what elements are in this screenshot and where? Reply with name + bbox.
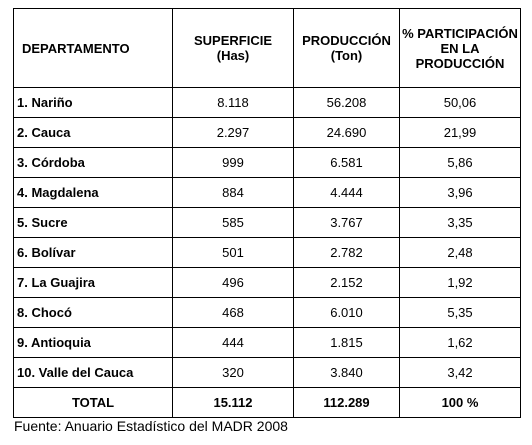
header-participacion-line-3: PRODUCCIÓN bbox=[415, 55, 505, 71]
table-header: DEPARTAMENTO SUPERFICIE (Has) PRODUCCIÓN… bbox=[13, 8, 521, 88]
header-superficie-line-1: SUPERFICIE bbox=[193, 33, 272, 48]
table-row: 7. La Guajira 496 2.152 1,92 bbox=[13, 267, 521, 298]
cell-departamento: 1. Nariño bbox=[13, 87, 173, 118]
total-produccion: 112.289 bbox=[293, 387, 400, 418]
header-produccion-line-2: (Ton) bbox=[330, 48, 363, 63]
cell-superficie: 2.297 bbox=[172, 117, 294, 148]
cell-produccion: 3.840 bbox=[293, 357, 400, 388]
cell-departamento: 4. Magdalena bbox=[13, 177, 173, 208]
production-table: DEPARTAMENTO SUPERFICIE (Has) PRODUCCIÓN… bbox=[13, 8, 521, 418]
cell-departamento: 6. Bolívar bbox=[13, 237, 173, 268]
cell-departamento: 5. Sucre bbox=[13, 207, 173, 238]
cell-participacion: 3,35 bbox=[399, 207, 521, 238]
cell-superficie: 884 bbox=[172, 177, 294, 208]
cell-superficie: 8.118 bbox=[172, 87, 294, 118]
table-row: 8. Chocó 468 6.010 5,35 bbox=[13, 297, 521, 328]
table-row: 3. Córdoba 999 6.581 5,86 bbox=[13, 147, 521, 178]
cell-participacion: 3,96 bbox=[399, 177, 521, 208]
cell-superficie: 501 bbox=[172, 237, 294, 268]
cell-participacion: 50,06 bbox=[399, 87, 521, 118]
cell-produccion: 6.581 bbox=[293, 147, 400, 178]
cell-produccion: 3.767 bbox=[293, 207, 400, 238]
header-participacion-line-2: EN LA bbox=[440, 40, 480, 56]
header-superficie-line-2: (Has) bbox=[216, 48, 250, 63]
total-superficie: 15.112 bbox=[172, 387, 294, 418]
table-row: 5. Sucre 585 3.767 3,35 bbox=[13, 207, 521, 238]
header-departamento: DEPARTAMENTO bbox=[13, 8, 173, 88]
cell-participacion: 1,62 bbox=[399, 327, 521, 358]
cell-participacion: 2,48 bbox=[399, 237, 521, 268]
table-row: 2. Cauca 2.297 24.690 21,99 bbox=[13, 117, 521, 148]
cell-produccion: 6.010 bbox=[293, 297, 400, 328]
cell-produccion: 56.208 bbox=[293, 87, 400, 118]
table-container: DEPARTAMENTO SUPERFICIE (Has) PRODUCCIÓN… bbox=[13, 8, 521, 418]
header-participacion: % PARTICIPACIÓN EN LA PRODUCCIÓN bbox=[399, 8, 521, 88]
cell-participacion: 5,86 bbox=[399, 147, 521, 178]
cell-departamento: 10. Valle del Cauca bbox=[13, 357, 173, 388]
cell-produccion: 24.690 bbox=[293, 117, 400, 148]
table-row: 10. Valle del Cauca 320 3.840 3,42 bbox=[13, 357, 521, 388]
table-footer: TOTAL 15.112 112.289 100 % bbox=[13, 387, 521, 418]
table-row: 1. Nariño 8.118 56.208 50,06 bbox=[13, 87, 521, 118]
cell-participacion: 3,42 bbox=[399, 357, 521, 388]
cell-superficie: 468 bbox=[172, 297, 294, 328]
table-row: 6. Bolívar 501 2.782 2,48 bbox=[13, 237, 521, 268]
header-superficie: SUPERFICIE (Has) bbox=[172, 8, 294, 88]
total-row: TOTAL 15.112 112.289 100 % bbox=[13, 387, 521, 418]
header-produccion-line-1: PRODUCCIÓN bbox=[302, 33, 391, 48]
source-note: Fuente: Anuario Estadístico del MADR 200… bbox=[14, 418, 288, 434]
cell-departamento: 8. Chocó bbox=[13, 297, 173, 328]
cell-departamento: 7. La Guajira bbox=[13, 267, 173, 298]
cell-departamento: 3. Córdoba bbox=[13, 147, 173, 178]
total-label: TOTAL bbox=[13, 387, 173, 418]
cell-participacion: 1,92 bbox=[399, 267, 521, 298]
cell-superficie: 496 bbox=[172, 267, 294, 298]
cell-produccion: 1.815 bbox=[293, 327, 400, 358]
table-row: 9. Antioquia 444 1.815 1,62 bbox=[13, 327, 521, 358]
header-produccion: PRODUCCIÓN (Ton) bbox=[293, 8, 400, 88]
header-participacion-line-1: % PARTICIPACIÓN bbox=[402, 25, 518, 41]
table-row: 4. Magdalena 884 4.444 3,96 bbox=[13, 177, 521, 208]
cell-participacion: 5,35 bbox=[399, 297, 521, 328]
cell-produccion: 2.782 bbox=[293, 237, 400, 268]
cell-superficie: 444 bbox=[172, 327, 294, 358]
cell-superficie: 999 bbox=[172, 147, 294, 178]
cell-superficie: 320 bbox=[172, 357, 294, 388]
cell-participacion: 21,99 bbox=[399, 117, 521, 148]
table-body: 1. Nariño 8.118 56.208 50,06 2. Cauca 2.… bbox=[13, 87, 521, 388]
header-row: DEPARTAMENTO SUPERFICIE (Has) PRODUCCIÓN… bbox=[13, 8, 521, 88]
total-participacion: 100 % bbox=[399, 387, 521, 418]
cell-produccion: 2.152 bbox=[293, 267, 400, 298]
cell-superficie: 585 bbox=[172, 207, 294, 238]
cell-departamento: 2. Cauca bbox=[13, 117, 173, 148]
cell-departamento: 9. Antioquia bbox=[13, 327, 173, 358]
cell-produccion: 4.444 bbox=[293, 177, 400, 208]
